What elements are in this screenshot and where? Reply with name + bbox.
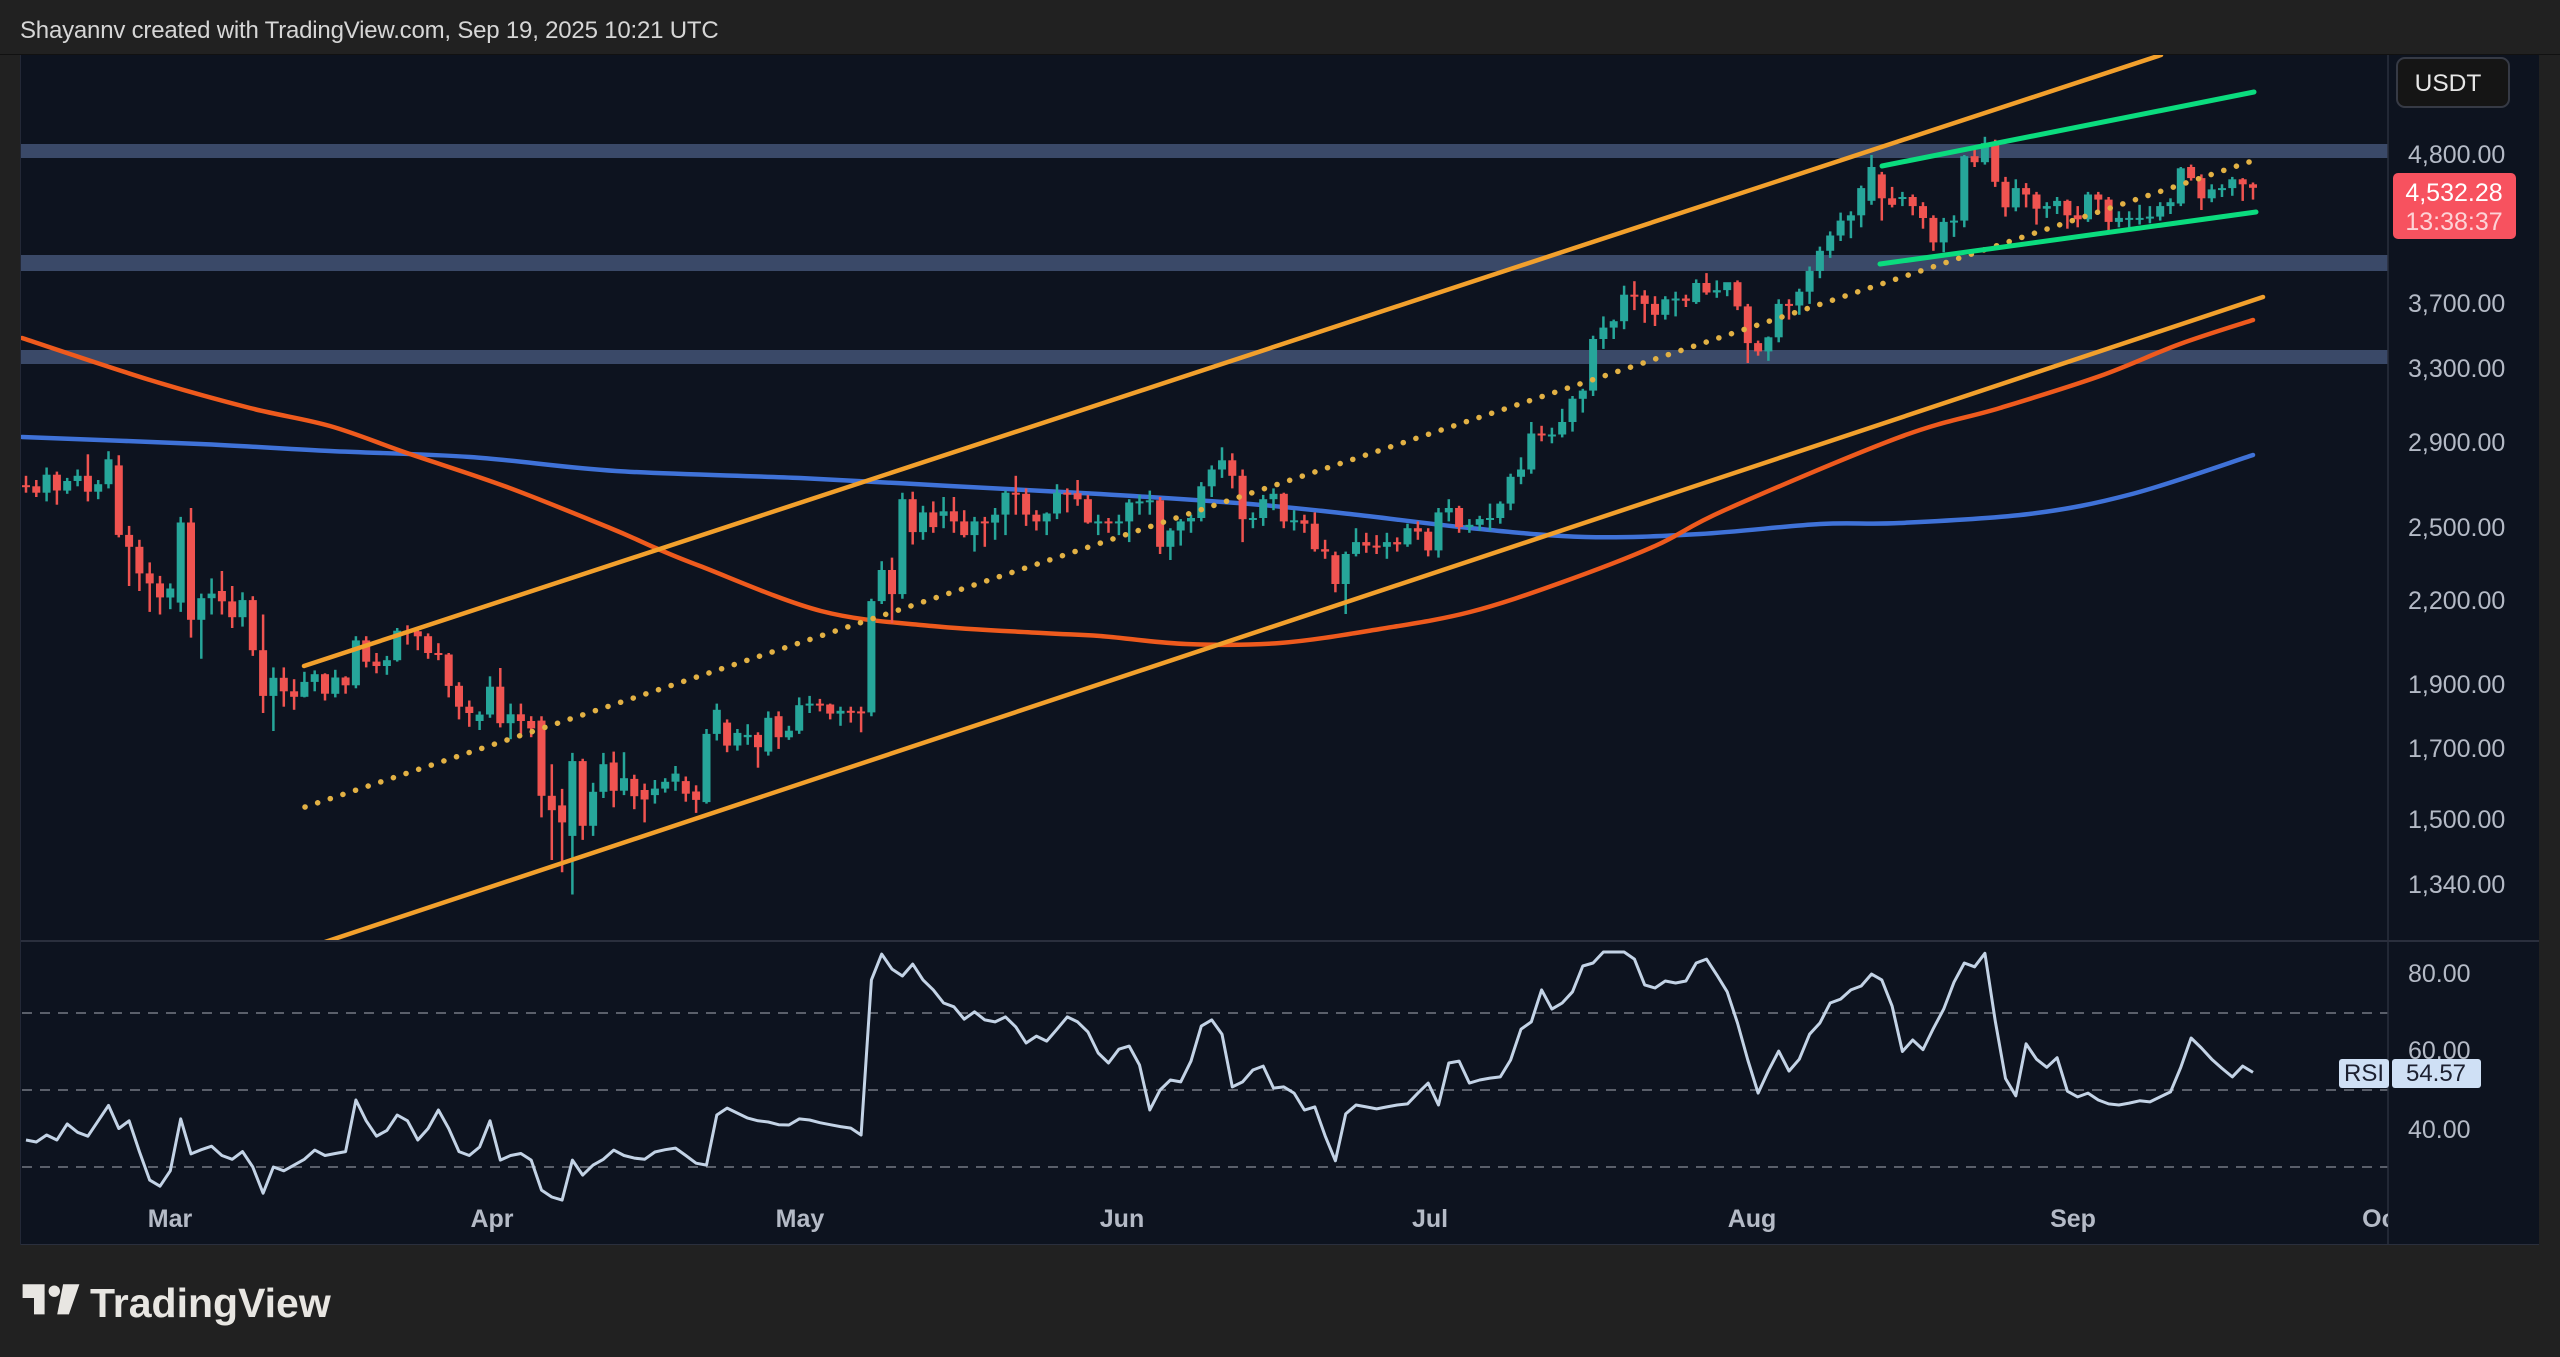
svg-text:40.00: 40.00: [2408, 1116, 2471, 1144]
svg-text:1,340.00: 1,340.00: [2408, 871, 2505, 899]
svg-text:1,500.00: 1,500.00: [2408, 806, 2505, 834]
svg-text:USDT: USDT: [2415, 70, 2482, 97]
svg-text:1,900.00: 1,900.00: [2408, 671, 2505, 699]
svg-text:4,532.28: 4,532.28: [2405, 179, 2502, 207]
svg-text:Shayannv created with TradingV: Shayannv created with TradingView.com, S…: [20, 17, 718, 44]
svg-text:Sep: Sep: [2050, 1205, 2096, 1233]
svg-text:Mar: Mar: [148, 1205, 193, 1233]
svg-text:2,900.00: 2,900.00: [2408, 429, 2505, 457]
svg-text:Aug: Aug: [1728, 1205, 1777, 1233]
svg-text:Jul: Jul: [1412, 1205, 1448, 1233]
svg-text:2,500.00: 2,500.00: [2408, 514, 2505, 542]
svg-text:3,700.00: 3,700.00: [2408, 290, 2505, 318]
svg-text:80.00: 80.00: [2408, 960, 2471, 988]
svg-text:2,200.00: 2,200.00: [2408, 587, 2505, 615]
svg-text:54.57: 54.57: [2406, 1060, 2466, 1087]
svg-text:13:38:37: 13:38:37: [2405, 208, 2502, 236]
svg-text:Apr: Apr: [470, 1205, 513, 1233]
svg-text:4,800.00: 4,800.00: [2408, 141, 2505, 169]
svg-text:3,300.00: 3,300.00: [2408, 355, 2505, 383]
svg-text:Oct: Oct: [2362, 1205, 2404, 1233]
svg-text:RSI: RSI: [2344, 1060, 2384, 1087]
svg-text:Jun: Jun: [1100, 1205, 1144, 1233]
svg-text:TradingView: TradingView: [90, 1280, 331, 1326]
svg-text:1,700.00: 1,700.00: [2408, 735, 2505, 763]
svg-text:May: May: [776, 1205, 825, 1233]
